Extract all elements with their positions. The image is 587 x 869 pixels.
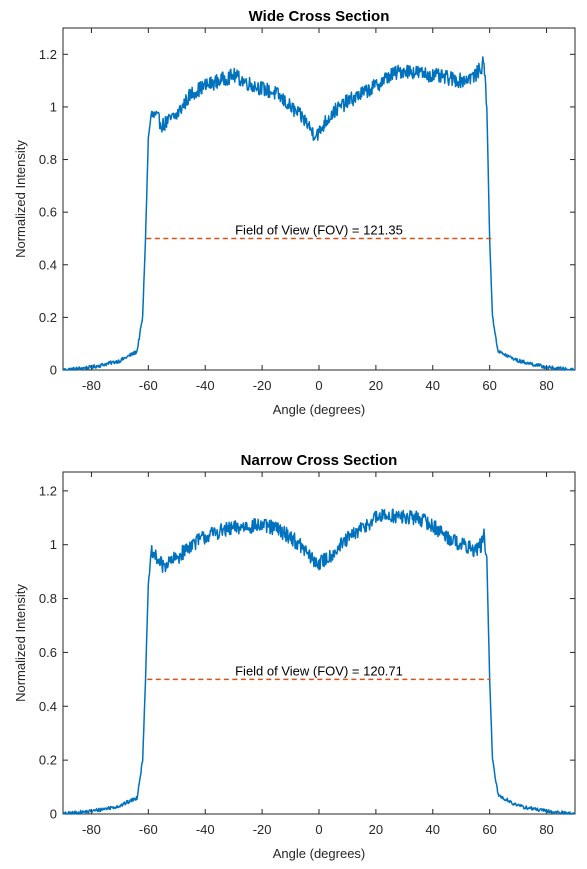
y-tick-label: 0.6 — [39, 205, 57, 220]
x-tick-label: 0 — [315, 378, 322, 393]
x-tick-label: -60 — [139, 378, 158, 393]
x-tick-label: 80 — [539, 378, 553, 393]
y-tick-label: 0.4 — [39, 699, 57, 714]
y-axis-label: Normalized Intensity — [13, 140, 28, 258]
y-axis-ticks: 0 0.2 0.4 0.6 0.8 1 1.2 — [39, 483, 575, 822]
x-tick-label: -40 — [196, 822, 215, 837]
narrow-cross-section-chart: Narrow Cross Section Angle (degrees) Nor… — [13, 452, 576, 861]
y-tick-label: 1.2 — [39, 483, 57, 498]
x-tick-label: -80 — [82, 822, 101, 837]
y-tick-label: 1 — [50, 537, 57, 552]
x-tick-label: -20 — [253, 378, 272, 393]
y-tick-label: 0.2 — [39, 310, 57, 325]
x-axis-label: Angle (degrees) — [273, 846, 366, 861]
fov-annotation: Field of View (FOV) = 121.35 — [235, 222, 403, 237]
x-tick-label: 40 — [426, 822, 440, 837]
y-tick-label: 0.4 — [39, 257, 57, 272]
x-tick-label: -40 — [196, 378, 215, 393]
x-tick-label: 60 — [482, 822, 496, 837]
x-tick-label: -20 — [253, 822, 272, 837]
y-axis-label: Normalized Intensity — [13, 584, 28, 702]
y-tick-label: 0 — [50, 363, 57, 378]
plot-area — [62, 471, 576, 815]
x-axis-label: Angle (degrees) — [273, 402, 366, 417]
plot-area — [62, 27, 576, 371]
x-tick-label: 0 — [315, 822, 322, 837]
series-layer — [62, 56, 576, 371]
y-axis-ticks: 0 0.2 0.4 0.6 0.8 1 1.2 — [39, 47, 575, 378]
x-axis-ticks: -80 -60 -40 -20 0 20 40 60 80 — [82, 472, 554, 837]
x-tick-label: 80 — [539, 822, 553, 837]
chart-title: Narrow Cross Section — [241, 452, 398, 469]
y-tick-label: 0.8 — [39, 591, 57, 606]
y-tick-label: 1.2 — [39, 47, 57, 62]
wide-cross-section-chart: Wide Cross Section Angle (degrees) Norma… — [13, 8, 576, 417]
y-tick-label: 0.2 — [39, 753, 57, 768]
x-tick-label: 20 — [369, 378, 383, 393]
y-tick-label: 0.6 — [39, 645, 57, 660]
x-tick-label: -60 — [139, 822, 158, 837]
y-tick-label: 0.8 — [39, 152, 57, 167]
x-axis-ticks: -80 -60 -40 -20 0 20 40 60 80 — [82, 28, 554, 393]
x-tick-label: -80 — [82, 378, 101, 393]
x-tick-label: 40 — [426, 378, 440, 393]
y-tick-label: 1 — [50, 99, 57, 114]
x-tick-label: 20 — [369, 822, 383, 837]
series-layer — [62, 508, 576, 815]
y-tick-label: 0 — [50, 807, 57, 822]
fov-annotation: Field of View (FOV) = 120.71 — [235, 663, 403, 678]
chart-title: Wide Cross Section — [249, 8, 390, 25]
x-tick-label: 60 — [482, 378, 496, 393]
